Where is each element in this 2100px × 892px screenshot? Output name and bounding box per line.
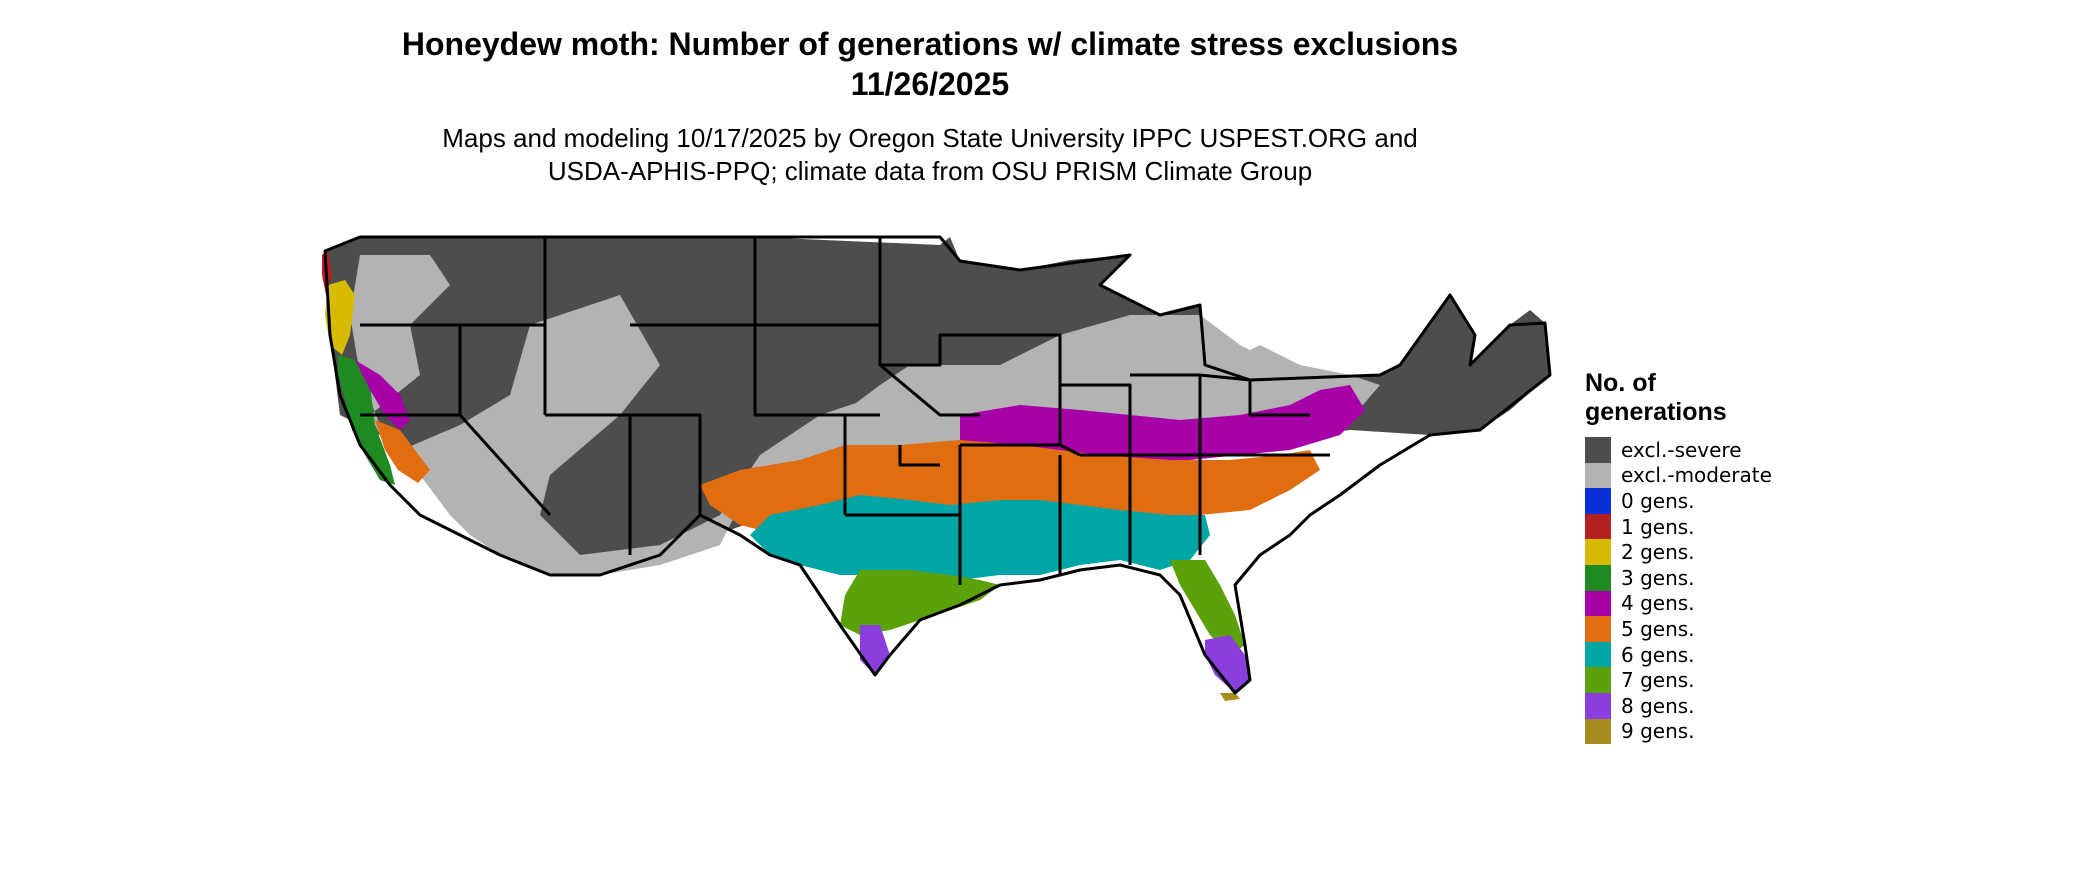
legend-swatch xyxy=(1585,564,1611,591)
legend-swatch xyxy=(1585,488,1611,514)
map-subtitle: Maps and modeling 10/17/2025 by Oregon S… xyxy=(325,122,1535,188)
legend-swatch xyxy=(1585,513,1611,540)
map-region-2gens xyxy=(325,280,355,355)
legend-item: excl.-moderate xyxy=(1585,462,1845,489)
map-region-7gens xyxy=(840,560,1245,655)
map-region-3gens xyxy=(338,355,395,485)
map-title-line1: Honeydew moth: Number of generations w/ … xyxy=(401,26,1459,62)
map-subtitle-line2: USDA-APHIS-PPQ; climate data from OSU PR… xyxy=(547,156,1313,186)
legend-title: No. of generations xyxy=(1585,369,1845,427)
legend-label: 2 gens. xyxy=(1621,540,1695,565)
us-map-svg xyxy=(322,235,1552,701)
map-subtitle-line1: Maps and modeling 10/17/2025 by Oregon S… xyxy=(442,123,1418,153)
legend-item: 1 gens. xyxy=(1585,513,1845,540)
map-title-line2: 11/26/2025 xyxy=(850,66,1010,102)
legend-swatch xyxy=(1585,692,1611,719)
legend: No. of generations excl.-severe excl.-mod… xyxy=(1585,369,1845,745)
legend-items: excl.-severe excl.-moderate 0 gens. 1 gens.… xyxy=(1585,437,1845,745)
legend-item: 4 gens. xyxy=(1585,590,1845,617)
map-title: Honeydew moth: Number of generations w/ … xyxy=(325,24,1535,104)
us-map xyxy=(300,215,1590,892)
legend-label: excl.-severe xyxy=(1621,437,1742,462)
legend-label: 4 gens. xyxy=(1621,591,1695,616)
legend-item: 6 gens. xyxy=(1585,641,1845,668)
legend-item: 7 gens. xyxy=(1585,667,1845,693)
legend-swatch xyxy=(1585,539,1611,565)
legend-swatch xyxy=(1585,437,1611,463)
legend-label: 3 gens. xyxy=(1621,565,1695,590)
map-region-9gens xyxy=(1220,693,1240,701)
legend-label: 0 gens. xyxy=(1621,488,1695,513)
legend-swatch xyxy=(1585,462,1611,489)
state-borders xyxy=(323,235,1552,695)
map-region-6gens xyxy=(750,495,1210,585)
legend-swatch xyxy=(1585,718,1611,745)
legend-label: 9 gens. xyxy=(1621,719,1695,744)
legend-title-line1: No. of xyxy=(1585,369,1656,397)
map-region-4gens-ca xyxy=(355,360,410,430)
legend-swatch xyxy=(1585,590,1611,617)
legend-item: 0 gens. xyxy=(1585,488,1845,514)
legend-item: 9 gens. xyxy=(1585,718,1845,745)
legend-swatch xyxy=(1585,641,1611,668)
legend-label: 5 gens. xyxy=(1621,616,1695,641)
legend-label: excl.-moderate xyxy=(1621,463,1772,488)
legend-label: 8 gens. xyxy=(1621,693,1695,718)
legend-swatch xyxy=(1585,667,1611,693)
legend-title-line2: generations xyxy=(1585,398,1727,426)
legend-item: 8 gens. xyxy=(1585,692,1845,719)
legend-item: excl.-severe xyxy=(1585,437,1845,463)
legend-item: 5 gens. xyxy=(1585,616,1845,642)
map-region-8gens xyxy=(860,625,1250,693)
map-region-5gens-ca xyxy=(375,420,430,483)
legend-label: 1 gens. xyxy=(1621,514,1695,539)
legend-item: 3 gens. xyxy=(1585,564,1845,591)
legend-item: 2 gens. xyxy=(1585,539,1845,565)
title-block: Honeydew moth: Number of generations w/ … xyxy=(325,24,1535,188)
legend-label: 6 gens. xyxy=(1621,642,1695,667)
legend-label: 7 gens. xyxy=(1621,668,1695,693)
legend-swatch xyxy=(1585,616,1611,642)
